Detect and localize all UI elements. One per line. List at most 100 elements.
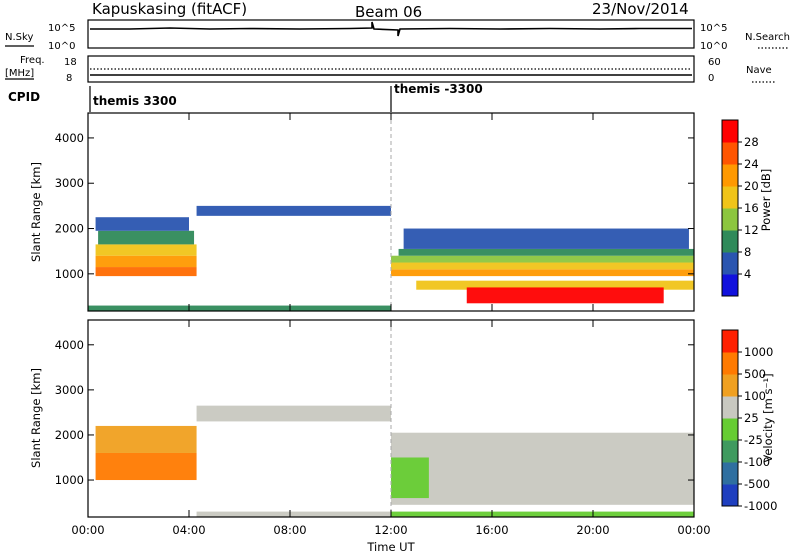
- power-band-5: [196, 205, 391, 216]
- power-colorbar-swatch-3: [722, 208, 738, 231]
- nave-tick-0: 0: [708, 73, 714, 84]
- power-colorbar-swatch-0: [722, 274, 738, 297]
- power-band-7: [391, 262, 694, 270]
- power-band-1: [95, 255, 197, 268]
- power-band-6: [391, 269, 694, 277]
- noise-panel: N.Sky 10^5 10^0 10^5 10^0 N.Search: [5, 19, 790, 52]
- velocity-colorbar-swatch-6: [722, 352, 738, 375]
- power-band-10: [403, 228, 689, 249]
- power-y-axis-label: Slant Range [km]: [29, 162, 43, 262]
- velocity-colorbar: 1000 500 100 25 -25 -100 -500 -1000: [721, 329, 777, 513]
- velocity-colorbar-swatch-4: [722, 396, 738, 419]
- power-band-9: [398, 248, 694, 256]
- freq-panel-frame: [87, 55, 695, 83]
- power-colorbar-swatch-2: [722, 230, 738, 253]
- power-y-ticks: 1000 2000 3000 4000: [55, 131, 694, 281]
- noise-sky-label: N.Sky: [5, 32, 33, 43]
- velocity-panel: 1000 2000 3000 4000 00:00 04:00 08:00 12:00 16:…: [29, 319, 777, 537]
- velocity-colorbar-label: Velocity [m s⁻¹]: [761, 373, 775, 462]
- power-data-layer: [88, 205, 694, 311]
- noise-tick-low-left: 10^0: [48, 41, 75, 52]
- freq-tick-8: 8: [66, 73, 72, 84]
- cpid-segment-1: themis 3300: [93, 94, 177, 108]
- power-band-4: [95, 217, 189, 231]
- velocity-band-5: [391, 511, 694, 517]
- power-ytick-label-3: 4000: [55, 131, 84, 145]
- velocity-xtick-label-2: 08:00: [273, 523, 306, 537]
- power-band-3: [98, 230, 195, 245]
- velocity-x-ticks: 00:00 04:00 08:00 12:00 16:00 20:00 00:00: [71, 320, 711, 537]
- velocity-data-layer: [95, 405, 694, 517]
- velocity-colorbar-swatch-5: [722, 374, 738, 397]
- freq-tick-18: 18: [64, 57, 77, 68]
- power-colorbar-swatch-5: [722, 164, 738, 187]
- velocity-band-1: [95, 425, 197, 453]
- power-colorbar-tick-label-4: 20: [744, 179, 759, 193]
- power-colorbar-tick-label-2: 12: [744, 223, 759, 237]
- velocity-ytick-label-0: 1000: [55, 473, 84, 487]
- power-colorbar-tick-label-6: 28: [744, 135, 759, 149]
- velocity-ytick-label-1: 2000: [55, 428, 84, 442]
- power-band-0: [95, 267, 197, 277]
- power-band-2: [95, 244, 197, 256]
- station-title: Kapuskasing (fitACF): [92, 0, 247, 18]
- power-colorbar-tick-label-0: 4: [744, 267, 751, 281]
- power-band-13: [88, 305, 391, 311]
- velocity-colorbar-swatch-0: [722, 484, 738, 507]
- velocity-ytick-label-2: 3000: [55, 383, 84, 397]
- freq-unit-label: [MHz]: [5, 68, 34, 79]
- nave-tick-60: 60: [708, 57, 721, 68]
- power-colorbar-label: Power [dB]: [759, 169, 773, 232]
- noise-tick-low-right: 10^0: [700, 41, 727, 52]
- velocity-colorbar-tick-label-4: -25: [744, 433, 763, 447]
- power-ytick-label-0: 1000: [55, 267, 84, 281]
- velocity-band-6: [196, 511, 391, 517]
- velocity-colorbar-tick-label-3: 25: [744, 411, 759, 425]
- power-colorbar-tick-label-5: 24: [744, 157, 759, 171]
- noise-tick-high-left: 10^5: [48, 23, 75, 34]
- power-band-11: [416, 280, 694, 290]
- noise-sky-trace: [90, 21, 692, 37]
- velocity-xtick-label-5: 20:00: [576, 523, 609, 537]
- power-band-12: [466, 287, 664, 304]
- velocity-colorbar-swatch-1: [722, 462, 738, 485]
- noise-tick-high-right: 10^5: [700, 23, 727, 34]
- time-axis-label: Time UT: [366, 540, 415, 554]
- velocity-band-4: [391, 457, 429, 499]
- velocity-ytick-label-3: 4000: [55, 338, 84, 352]
- power-ytick-label-1: 2000: [55, 222, 84, 236]
- cpid-row: CPID themis 3300 themis -3300: [8, 82, 483, 112]
- velocity-colorbar-swatch-2: [722, 440, 738, 463]
- velocity-colorbar-tick-label-5: -100: [744, 455, 770, 469]
- noise-search-label: N.Search: [745, 32, 790, 43]
- power-colorbar-swatch-6: [722, 142, 738, 165]
- power-band-8: [391, 255, 694, 263]
- velocity-colorbar-tick-label-0: 1000: [744, 345, 773, 359]
- velocity-xtick-label-6: 00:00: [677, 523, 710, 537]
- power-colorbar-tick-label-3: 16: [744, 201, 759, 215]
- velocity-colorbar-tick-label-6: -500: [744, 477, 770, 491]
- date-label: 23/Nov/2014: [592, 0, 689, 18]
- velocity-band-2: [196, 405, 391, 422]
- nave-label: Nave: [746, 65, 772, 76]
- velocity-xtick-label-0: 00:00: [71, 523, 104, 537]
- velocity-xtick-label-1: 04:00: [172, 523, 205, 537]
- power-colorbar-swatch-7: [722, 120, 738, 143]
- velocity-xtick-label-4: 16:00: [475, 523, 508, 537]
- power-colorbar-tick-label-1: 8: [744, 245, 751, 259]
- velocity-colorbar-swatch-3: [722, 418, 738, 441]
- power-ytick-label-2: 3000: [55, 176, 84, 190]
- velocity-band-3: [391, 432, 694, 505]
- velocity-colorbar-tick-label-1: 500: [744, 367, 766, 381]
- noise-panel-frame: [87, 19, 695, 49]
- cpid-label: CPID: [8, 90, 40, 104]
- freq-panel: Freq. [MHz] 18 8 60 0 Nave: [5, 55, 776, 84]
- cpid-segment-2: themis -3300: [394, 82, 483, 96]
- velocity-band-0: [95, 452, 197, 481]
- power-colorbar-swatch-1: [722, 252, 738, 275]
- velocity-colorbar-tick-label-7: -1000: [744, 499, 777, 513]
- power-x-ticks: [87, 113, 695, 311]
- power-colorbar-swatch-4: [722, 186, 738, 209]
- velocity-xtick-label-3: 12:00: [374, 523, 407, 537]
- velocity-colorbar-tick-label-2: 100: [744, 389, 766, 403]
